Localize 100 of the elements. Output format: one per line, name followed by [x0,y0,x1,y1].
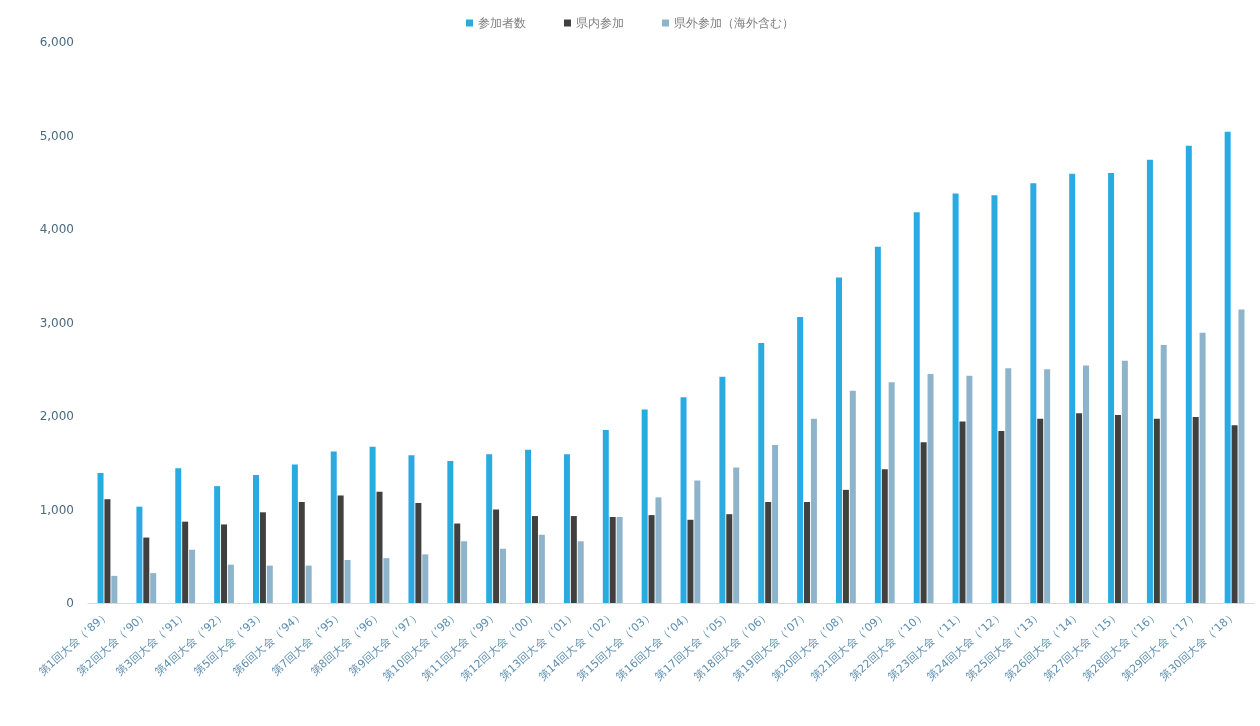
bar [655,497,662,603]
bar [570,516,577,603]
bar [609,516,616,603]
bar [344,559,351,603]
y-tick-label: 5,000 [39,128,74,143]
bar [214,486,221,603]
bar [538,534,545,603]
bar [1224,131,1231,603]
bar [143,537,150,603]
bar [1083,365,1089,603]
bar [376,491,383,603]
bar [175,468,182,603]
bar [330,451,337,603]
bar [765,502,772,603]
bar [920,442,927,603]
bar [486,454,493,603]
bar [1037,418,1044,603]
bar [305,565,312,603]
legend-label: 参加者数 [478,16,526,30]
bar [577,541,584,603]
bar [888,382,895,603]
bar [1160,344,1167,603]
bar [687,519,694,603]
bar [804,502,811,603]
bar [726,514,733,603]
bar [881,469,888,603]
bar [298,502,305,603]
y-tick-label: 3,000 [39,315,74,330]
bar [733,467,740,603]
bar [525,449,532,603]
bar [291,464,298,603]
bar [259,512,266,603]
bar [408,455,415,603]
bar [422,554,429,603]
bar [959,421,966,603]
bar [111,575,118,603]
bar [1146,159,1153,603]
bar [1231,425,1238,603]
bar [500,548,506,603]
bar [1069,173,1076,603]
bar [493,509,500,603]
bar [1238,309,1245,603]
bar [253,474,259,603]
y-tick-label: 4,000 [39,222,74,236]
bar [998,430,1005,603]
bar [1076,413,1083,603]
bar [97,473,104,603]
bar [913,212,920,603]
bar [836,277,842,603]
bar [337,495,344,603]
bar [104,499,111,603]
bar [531,516,538,603]
bar [1121,360,1128,603]
bar [952,193,959,603]
legend-label: 県内参加 [576,16,624,30]
bar [616,516,623,603]
bar [1114,415,1121,603]
bar [1153,418,1160,603]
bar [694,480,701,603]
bar [563,454,570,603]
bar [461,541,468,603]
bar [454,523,461,603]
bar [927,373,934,603]
bar [680,397,687,603]
bar [1192,416,1199,603]
bar [1044,369,1051,603]
bar [182,521,189,603]
bar [842,489,849,603]
bar [150,573,157,603]
bar [641,409,648,603]
bar [797,316,804,603]
y-tick-label: 6,000 [39,35,74,49]
bar [227,564,234,603]
bar [136,506,143,603]
y-tick-label: 1,000 [39,502,74,517]
bar [602,430,609,603]
bar [266,565,273,603]
bar [1005,368,1012,603]
bar [189,549,196,603]
bar [991,195,998,603]
bar [1185,145,1192,603]
legend-label: 県外参加（海外含む） [674,16,794,30]
bar [648,515,655,603]
bar [221,524,228,603]
bar [383,558,390,603]
bar [719,376,726,603]
bar [1108,172,1115,603]
bar [369,446,376,603]
bar [415,502,422,603]
bar [966,375,973,603]
y-tick-label: 0 [66,596,74,610]
bar [810,418,817,603]
bar [1199,332,1206,603]
bar [874,246,881,603]
y-tick-label: 2,000 [39,409,74,423]
bar [447,460,454,603]
bar [772,444,779,603]
bar [849,390,856,603]
bar [758,343,765,603]
bar [1030,183,1037,603]
